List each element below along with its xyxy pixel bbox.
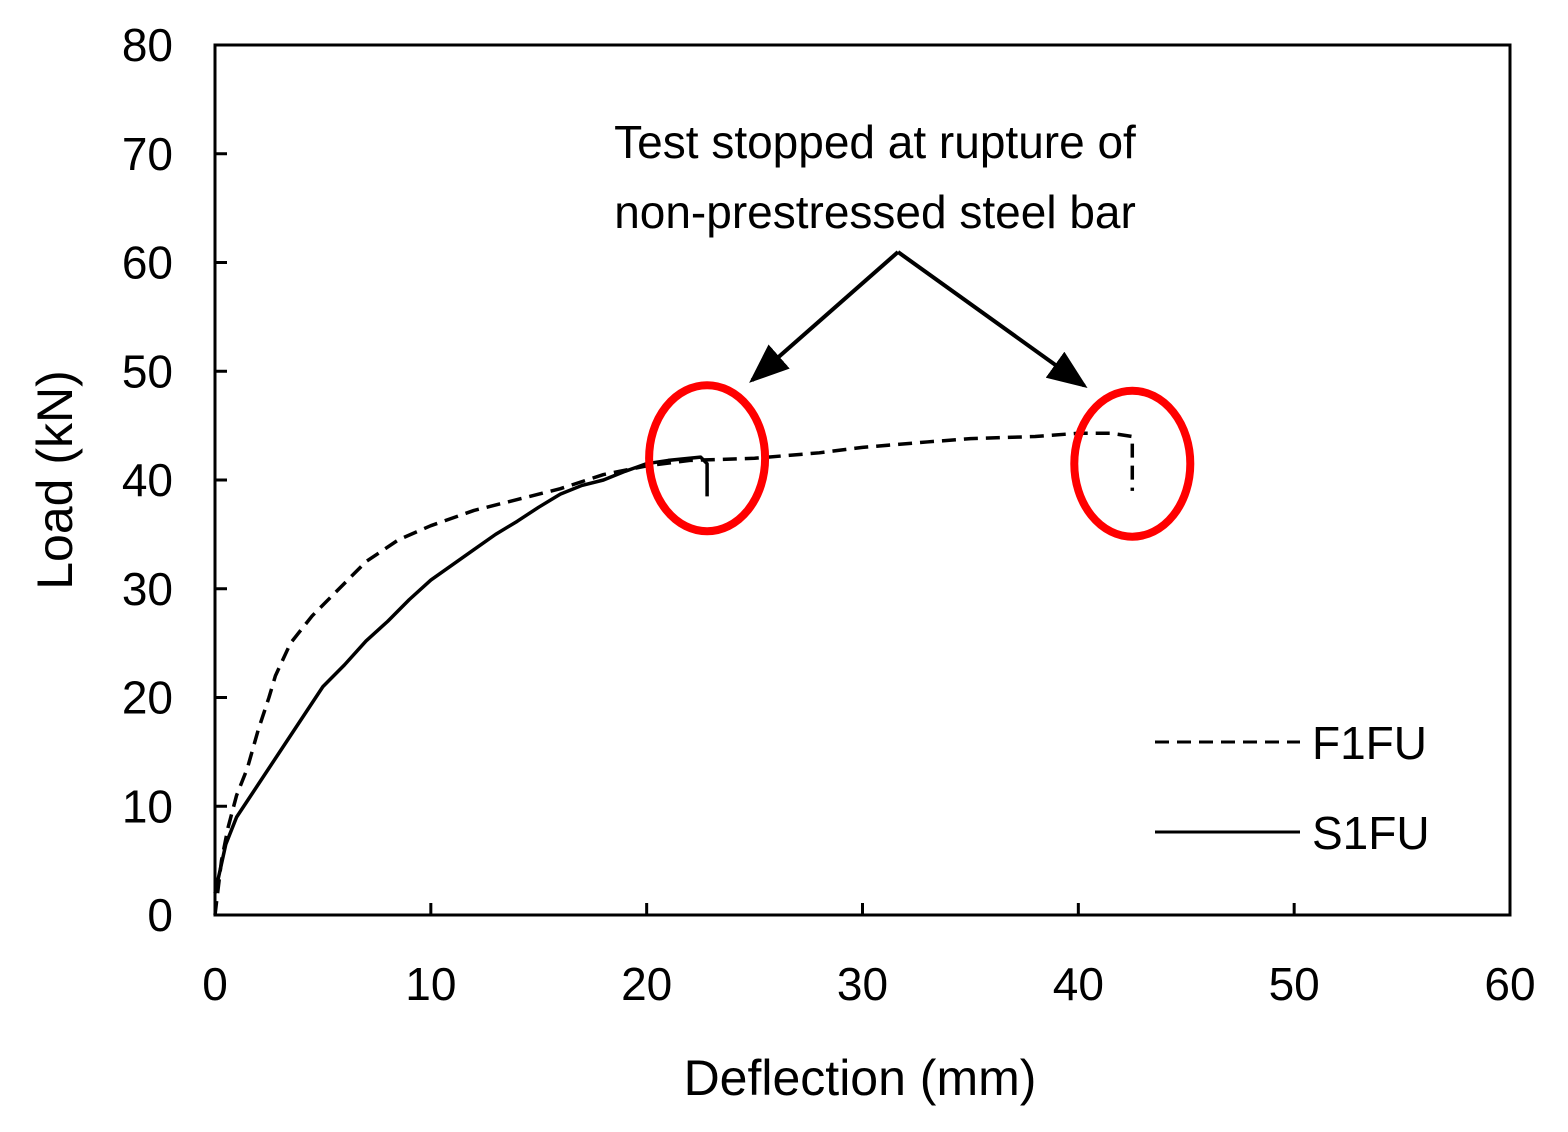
- x-axis-ticks: 0 10 20 30 40 50 60: [202, 903, 1536, 1010]
- y-tick-label: 0: [147, 889, 173, 941]
- rupture-annotation: Test stopped at rupture of non-prestress…: [614, 116, 1136, 389]
- legend: F1FU S1FU: [1155, 717, 1430, 859]
- x-tick-label: 30: [837, 958, 888, 1010]
- rupture-highlight-ellipse: [645, 381, 770, 536]
- legend-label-f1fu: F1FU: [1312, 717, 1427, 769]
- y-tick-label: 20: [122, 672, 173, 724]
- y-tick-label: 40: [122, 454, 173, 506]
- highlight-layer: [645, 381, 1195, 541]
- y-tick-label: 70: [122, 128, 173, 180]
- x-tick-label: 50: [1269, 958, 1320, 1010]
- x-axis-title: Deflection (mm): [684, 1050, 1037, 1106]
- annotation-arrows: [749, 250, 1088, 389]
- x-tick-label: 0: [202, 958, 228, 1010]
- series-layer: [213, 431, 1135, 916]
- y-tick-label: 50: [122, 345, 173, 397]
- x-tick-label: 20: [621, 958, 672, 1010]
- annotation-line-1: Test stopped at rupture of: [614, 116, 1136, 168]
- x-tick-label: 60: [1484, 958, 1535, 1010]
- y-tick-label: 80: [122, 19, 173, 71]
- y-axis-title: Load (kN): [27, 370, 83, 590]
- series-line-s1fu: [213, 455, 709, 894]
- annotation-arrow: [896, 250, 1088, 389]
- y-tick-label: 60: [122, 237, 173, 289]
- x-tick-label: 40: [1053, 958, 1104, 1010]
- y-axis-ticks: 0 10 20 30 40 50 60 70 80: [122, 19, 227, 941]
- plot-area-frame: [213, 43, 1512, 917]
- legend-label-s1fu: S1FU: [1312, 807, 1430, 859]
- rupture-highlight-ellipse: [1070, 386, 1195, 541]
- y-tick-label: 30: [122, 563, 173, 615]
- x-tick-label: 10: [405, 958, 456, 1010]
- series-line-f1fu: [213, 431, 1135, 916]
- annotation-arrow: [749, 250, 900, 383]
- y-tick-label: 10: [122, 780, 173, 832]
- annotation-line-2: non-prestressed steel bar: [614, 186, 1136, 238]
